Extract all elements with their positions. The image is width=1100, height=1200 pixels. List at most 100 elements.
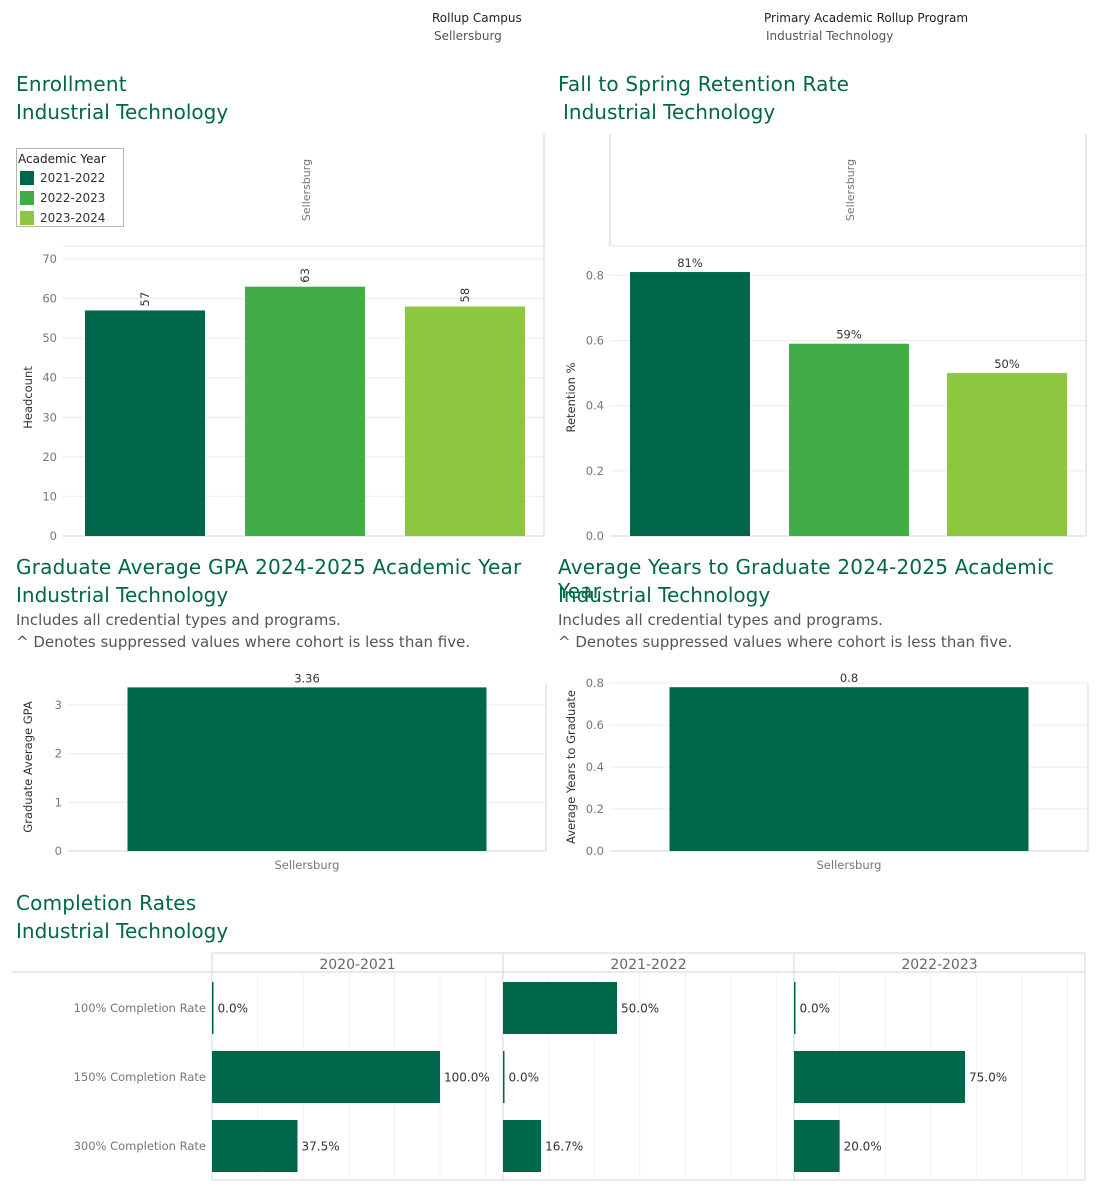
y-axis-title: Headcount [21,366,35,429]
retention-column-header: Sellersburg [844,159,857,221]
bar [794,1120,840,1172]
data-label: 75.0% [969,1071,1007,1085]
y-tick-label: 40 [42,371,57,385]
campus-filter-label: Rollup Campus [432,11,522,25]
y-axis-title: Average Years to Graduate [564,690,578,844]
program-filter-label: Primary Academic Rollup Program [764,11,969,25]
x-tick-label: Sellersburg [275,858,340,872]
data-label: 3.36 [294,671,320,685]
completion-subtitle: Industrial Technology [16,919,229,943]
enrollment-chart: 0 10 20 30 40 50 60 70 Headcount 57 63 58 [21,246,545,543]
data-label: 100.0% [444,1071,490,1085]
gpa-note-credentials: Includes all credential types and progra… [16,611,341,629]
y-tick-label: 3 [55,698,62,712]
y-tick-label: 10 [42,489,57,503]
y-axis-title: Retention % [564,362,578,432]
data-label: 0.0% [218,1002,249,1016]
legend-swatch-dark [20,171,34,185]
y-axis-title: Graduate Average GPA [21,701,35,833]
retention-chart: 0.0 0.2 0.4 0.6 0.8 Retention % 81% 59% 50% [564,246,1087,543]
data-label: 63 [298,268,312,283]
bar [503,1120,542,1172]
y-tick-label: 60 [42,292,57,306]
completion-chart: 100% Completion Rate 150% Completion Rate… [12,952,1086,1181]
legend-title: Academic Year [18,152,106,166]
legend-swatch-light [20,211,34,225]
gpa-title: Graduate Average GPA 2024-2025 Academic … [16,555,522,579]
bar [85,310,205,536]
legend-item-label: 2021-2022 [40,171,106,185]
gpa-chart: 0 1 2 3 Graduate Average GPA 3.36 Sellersburg [21,671,547,872]
enrollment-title: Enrollment [16,72,127,96]
enrollment-subtitle: Industrial Technology [16,100,229,124]
bar [794,982,796,1034]
data-label: 59% [836,328,862,342]
y-tick-label: 1 [55,795,62,809]
y-tick-label: 20 [42,450,57,464]
legend-item-2022-2023[interactable]: 2022-2023 [17,188,123,208]
bar [794,1051,965,1103]
data-label: 0.0% [800,1002,831,1016]
y-tick-label: 0.2 [586,802,604,816]
data-label: 58 [458,288,472,303]
y-tick-label: 0.2 [586,464,604,478]
years-note-credentials: Includes all credential types and progra… [558,611,883,629]
y-tick-label: 70 [42,252,57,266]
panel-header: 2021-2022 [610,957,686,973]
y-tick-label: 0.6 [586,333,604,347]
bar [127,687,487,851]
gpa-subtitle: Industrial Technology [16,583,229,607]
data-label: 16.7% [545,1140,583,1154]
y-tick-label: 0 [50,529,57,543]
bar [503,1051,505,1103]
bar [669,687,1029,851]
row-label: 100% Completion Rate [74,1001,206,1015]
y-tick-label: 0 [55,844,62,858]
bar [212,982,214,1034]
y-tick-label: 0.6 [586,718,604,732]
years-note-suppressed: ^ Denotes suppressed values where cohort… [558,633,1013,651]
y-tick-label: 0.4 [586,760,604,774]
data-label: 37.5% [302,1140,340,1154]
bar [630,272,750,536]
bar [245,286,365,536]
retention-subtitle: Industrial Technology [563,100,776,124]
years-chart: 0.0 0.2 0.4 0.6 0.8 Average Years to Graduate… [564,671,1089,872]
data-label: 0.0% [509,1071,540,1085]
y-tick-label: 0.8 [586,676,604,690]
row-label: 300% Completion Rate [74,1139,206,1153]
bar [212,1120,298,1172]
data-label: 50.0% [621,1002,659,1016]
completion-title: Completion Rates [16,891,197,915]
y-tick-label: 0.4 [586,399,604,413]
data-label: 57 [138,292,152,307]
y-tick-label: 0.0 [586,844,604,858]
legend-item-label: 2023-2024 [40,211,106,225]
y-tick-label: 30 [42,410,57,424]
data-label: 0.8 [840,671,858,685]
y-tick-label: 0.8 [586,268,604,282]
campus-filter-value[interactable]: Sellersburg [434,29,502,43]
enrollment-legend[interactable]: Academic Year 2021-2022 2022-2023 2023-2… [16,148,124,227]
y-tick-label: 2 [55,747,62,761]
program-filter-value[interactable]: Industrial Technology [766,29,894,43]
row-label: 150% Completion Rate [74,1070,206,1084]
bar [503,982,617,1034]
legend-item-2023-2024[interactable]: 2023-2024 [17,208,123,228]
legend-item-2021-2022[interactable]: 2021-2022 [17,168,123,188]
legend-swatch-mid [20,191,34,205]
data-label: 50% [994,357,1020,371]
bar [789,343,909,536]
enrollment-column-header: Sellersburg [300,159,313,221]
years-title: Average Years to Graduate 2024-2025 Acad… [558,555,1054,603]
panel-header: 2020-2021 [319,957,395,973]
data-label: 81% [677,256,703,270]
legend-item-label: 2022-2023 [40,191,106,205]
retention-title: Fall to Spring Retention Rate [558,72,850,96]
bar [947,373,1067,536]
x-tick-label: Sellersburg [817,858,882,872]
years-subtitle: Industrial Technology [558,583,771,607]
data-label: 20.0% [844,1140,882,1154]
panel-header: 2022-2023 [901,957,977,973]
